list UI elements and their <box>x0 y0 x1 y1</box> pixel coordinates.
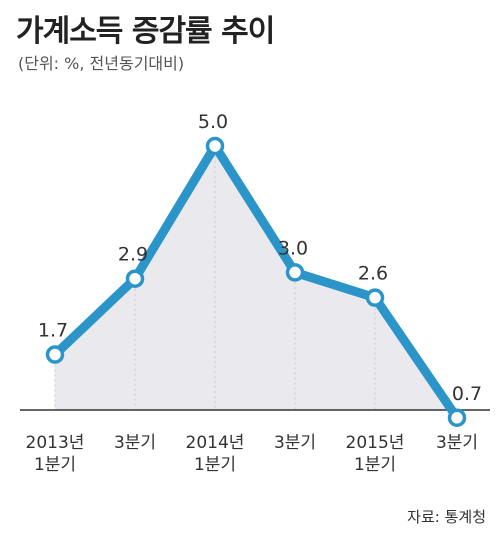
data-label: 5.0 <box>198 111 228 133</box>
data-point <box>365 288 385 307</box>
data-point <box>285 263 305 282</box>
source-note: 자료: 통계청 <box>407 508 486 526</box>
data-point <box>447 408 467 428</box>
chart-title: 가계소득 증감률 추이 <box>16 14 275 49</box>
x-tick-label: 3분기 <box>274 433 316 453</box>
x-tick-label: 1분기 <box>34 455 76 475</box>
chart-unit-note: (단위: %, 전년동기대비) <box>18 54 185 73</box>
x-tick-label: 2013년 <box>26 433 85 453</box>
x-tick-label: 3분기 <box>436 433 478 453</box>
data-label: 0.7 <box>452 383 482 405</box>
series-line <box>50 141 462 423</box>
data-point <box>45 345 65 364</box>
area-fill <box>55 146 457 418</box>
data-label: 2.9 <box>118 244 148 266</box>
data-label: 2.6 <box>358 263 388 285</box>
x-tick-label: 2015년 <box>346 433 405 453</box>
data-point <box>125 269 145 288</box>
x-tick-label: 1분기 <box>354 455 396 475</box>
data-point <box>205 136 225 156</box>
data-label: 3.0 <box>278 237 308 259</box>
data-label: 1.7 <box>38 320 68 342</box>
x-tick-label: 1분기 <box>194 455 236 475</box>
x-tick-label: 3분기 <box>114 433 156 453</box>
x-tick-label: 2014년 <box>186 433 245 453</box>
